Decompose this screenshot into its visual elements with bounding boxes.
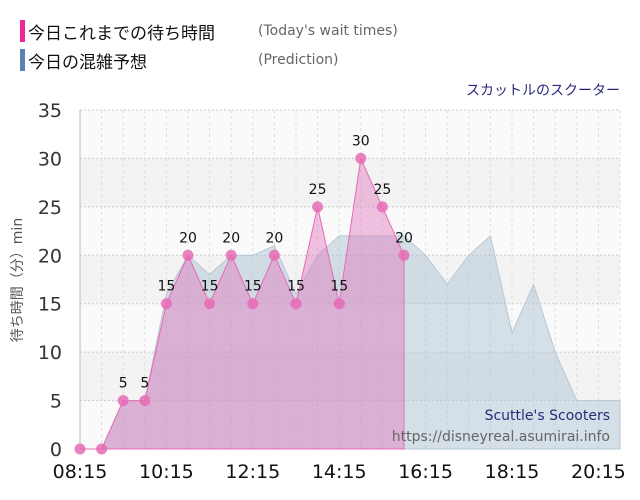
data-label: 25	[309, 182, 327, 198]
data-point	[247, 298, 259, 310]
data-point	[117, 395, 129, 407]
legend-item-prediction: 今日の混雑予想 (Prediction)	[20, 49, 339, 73]
data-point	[312, 201, 324, 213]
grid-band	[80, 158, 620, 207]
legend-swatch-today	[20, 20, 25, 42]
data-label: 5	[140, 376, 149, 392]
y-axis-label: 待ち時間（分）min	[10, 218, 26, 342]
grid-band	[80, 400, 620, 449]
data-point	[355, 152, 367, 164]
data-point	[268, 249, 280, 261]
legend-swatch-prediction	[20, 49, 25, 71]
y-tick-label: 30	[38, 148, 62, 170]
data-point	[204, 298, 216, 310]
y-tick-label: 20	[38, 245, 62, 267]
x-tick-label: 20:15	[571, 461, 626, 483]
legend-label-jp: 今日これまでの待ち時間	[28, 23, 215, 44]
x-tick-label: 12:15	[225, 461, 280, 483]
x-tick-label: 08:15	[53, 461, 108, 483]
y-tick-label: 25	[38, 197, 62, 219]
data-point	[376, 201, 388, 213]
prediction-area	[80, 234, 621, 450]
y-tick-label: 10	[38, 342, 62, 364]
x-tick-label: 16:15	[398, 461, 453, 483]
legend-label-en: (Prediction)	[258, 52, 339, 68]
data-label: 30	[352, 133, 370, 149]
data-label: 15	[157, 279, 175, 295]
x-tick-label: 18:15	[485, 461, 540, 483]
data-label: 15	[330, 279, 348, 295]
watermark-url: https://disneyreal.asumirai.info	[392, 429, 610, 445]
y-tick-label: 35	[38, 100, 62, 122]
data-point	[96, 443, 108, 455]
data-point	[225, 249, 237, 261]
grid-band	[80, 352, 620, 401]
data-point	[160, 298, 172, 310]
data-label: 25	[373, 182, 391, 198]
legend-label-en: (Today's wait times)	[258, 23, 398, 39]
attraction-name: スカットルのスクーター	[466, 83, 620, 99]
legend-label-jp: 今日の混雑予想	[28, 52, 147, 73]
grid-band	[80, 110, 620, 159]
data-point	[139, 395, 151, 407]
data-label: 5	[119, 376, 128, 392]
data-label: 20	[222, 230, 240, 246]
data-label: 20	[179, 230, 197, 246]
grid-band	[80, 303, 620, 353]
y-tick-label: 5	[50, 391, 62, 413]
y-tick-label: 0	[50, 439, 62, 461]
data-label: 20	[395, 230, 413, 246]
data-label: 15	[201, 279, 219, 295]
data-label: 20	[265, 230, 283, 246]
y-tick-label: 15	[38, 294, 62, 316]
data-point	[290, 298, 302, 310]
data-point	[398, 249, 410, 261]
data-point	[182, 249, 194, 261]
data-label: 15	[244, 279, 262, 295]
x-tick-label: 14:15	[312, 461, 367, 483]
data-label: 15	[287, 279, 305, 295]
x-tick-label: 10:15	[139, 461, 194, 483]
watermark-name: Scuttle's Scooters	[485, 408, 610, 424]
data-point	[333, 298, 345, 310]
legend-item-today: 今日これまでの待ち時間 (Today's wait times)	[20, 20, 398, 44]
data-point	[74, 443, 86, 455]
